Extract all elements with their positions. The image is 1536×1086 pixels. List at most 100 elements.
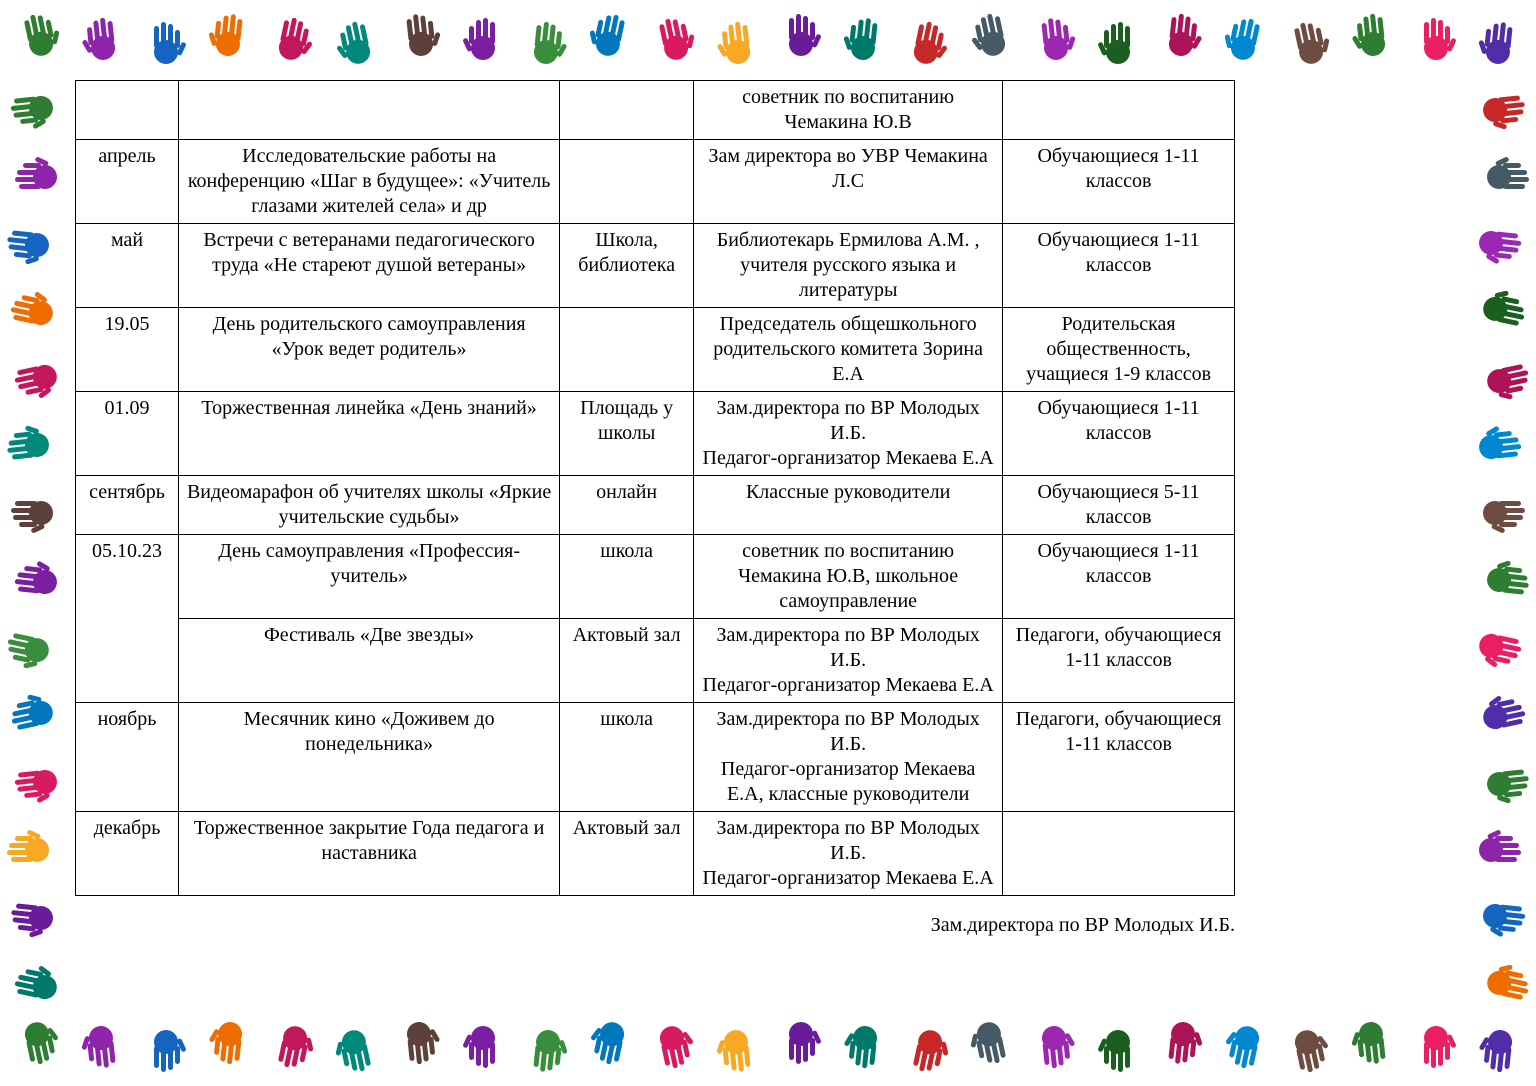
- handprint-icon: [399, 10, 441, 58]
- handprint-icon: [1415, 1024, 1457, 1072]
- table-cell: Педагоги, обучающиеся 1-11 классов: [1003, 619, 1235, 703]
- handprint-icon: [10, 893, 52, 941]
- handprint-icon: [1097, 18, 1139, 66]
- table-cell: Фестиваль «Две звезды»: [179, 619, 560, 703]
- table-cell: Актовый зал: [560, 812, 694, 896]
- handprint-icon: [18, 10, 60, 58]
- handprint-icon: [14, 355, 56, 403]
- handprint-icon: [399, 1020, 441, 1068]
- handprint-icon: [10, 85, 52, 133]
- handprint-icon: [1224, 1024, 1266, 1072]
- handprint-icon: [1480, 826, 1522, 874]
- handprint-icon: [14, 557, 56, 605]
- handprint-icon: [1161, 10, 1203, 58]
- handprint-icon: [10, 691, 52, 739]
- table-cell: апрель: [76, 140, 179, 224]
- table-cell: советник по воспитанию Чемакина Ю.В: [694, 81, 1003, 140]
- handprint-icon: [653, 1024, 695, 1072]
- table-cell: школа: [560, 703, 694, 812]
- handprint-icon: [145, 1028, 187, 1076]
- table-cell: Классные руководители: [694, 476, 1003, 535]
- handprint-icon: [1488, 759, 1530, 807]
- handprint-icon: [14, 961, 56, 1009]
- handprint-icon: [1478, 1028, 1520, 1076]
- table-cell: Актовый зал: [560, 619, 694, 703]
- signature-line: Зам.директора по ВР Молодых И.Б.: [75, 914, 1235, 937]
- table-cell: Обучающиеся 1-11 классов: [1003, 392, 1235, 476]
- handprint-icon: [1034, 14, 1076, 62]
- table-row: майВстречи с ветеранами педагогического …: [76, 224, 1235, 308]
- table-cell: [560, 140, 694, 224]
- table-cell: школа: [560, 535, 694, 619]
- handprint-icon: [18, 1020, 60, 1068]
- table-cell: ноябрь: [76, 703, 179, 812]
- table-cell: [76, 81, 179, 140]
- table-cell: Месячник кино «Доживем до понедельника»: [179, 703, 560, 812]
- handprint-icon: [208, 10, 250, 58]
- handprint-icon: [1480, 624, 1522, 672]
- table-cell: Исследовательские работы на конференцию …: [179, 140, 560, 224]
- table-cell: День родительского самоуправления «Урок …: [179, 308, 560, 392]
- table-cell: 19.05: [76, 308, 179, 392]
- handprint-icon: [780, 1020, 822, 1068]
- handprint-icon: [780, 10, 822, 58]
- handprint-icon: [1288, 18, 1330, 66]
- table-cell: май: [76, 224, 179, 308]
- table-cell: 05.10.23: [76, 535, 179, 703]
- table-cell: Зам.директора по ВР Молодых И.Б.Педагог-…: [694, 392, 1003, 476]
- handprint-icon: [907, 18, 949, 66]
- handprint-icon: [10, 489, 52, 537]
- handprint-icon: [6, 624, 48, 672]
- handprint-icon: [1484, 489, 1526, 537]
- table-cell: Зам.директора по ВР Молодых И.Б.Педагог-…: [694, 703, 1003, 812]
- table-row: апрельИсследовательские работы на конфер…: [76, 140, 1235, 224]
- handprint-icon: [1484, 287, 1526, 335]
- table-cell: [179, 81, 560, 140]
- table-row: декабрьТоржественное закрытие Года педаг…: [76, 812, 1235, 896]
- handprint-icon: [526, 18, 568, 66]
- handprint-icon: [1484, 691, 1526, 739]
- table-cell: [1003, 812, 1235, 896]
- handprint-icon: [1484, 893, 1526, 941]
- handprint-icon: [1415, 14, 1457, 62]
- schedule-table: советник по воспитанию Чемакина Ю.Вапрел…: [75, 80, 1235, 896]
- handprint-icon: [716, 1028, 758, 1076]
- handprint-icon: [6, 422, 48, 470]
- table-cell: [1003, 81, 1235, 140]
- table-row: Фестиваль «Две звезды»Актовый залЗам.дир…: [76, 619, 1235, 703]
- table-cell: Обучающиеся 1-11 классов: [1003, 224, 1235, 308]
- handprint-icon: [335, 18, 377, 66]
- handprint-icon: [589, 10, 631, 58]
- handprint-icon: [907, 1028, 949, 1076]
- table-row: 01.09Торжественная линейка «День знаний»…: [76, 392, 1235, 476]
- table-cell: Обучающиеся 5-11 классов: [1003, 476, 1235, 535]
- page-content: советник по воспитанию Чемакина Ю.Вапрел…: [75, 80, 1461, 937]
- handprint-icon: [81, 1024, 123, 1072]
- handprint-icon: [1478, 18, 1520, 66]
- table-cell: Библиотекарь Ермилова А.М. , учителя рус…: [694, 224, 1003, 308]
- table-cell: Зам.директора по ВР Молодых И.Б.Педагог-…: [694, 619, 1003, 703]
- table-row: советник по воспитанию Чемакина Ю.В: [76, 81, 1235, 140]
- handprint-icon: [970, 1020, 1012, 1068]
- table-cell: День самоуправления «Профессия-учитель»: [179, 535, 560, 619]
- handprint-icon: [10, 287, 52, 335]
- table-cell: Встречи с ветеранами педагогического тру…: [179, 224, 560, 308]
- table-cell: Зам.директора по ВР Молодых И.Б.Педагог-…: [694, 812, 1003, 896]
- table-cell: Площадь у школы: [560, 392, 694, 476]
- table-cell: [560, 308, 694, 392]
- table-cell: Школа, библиотека: [560, 224, 694, 308]
- table-row: 05.10.23День самоуправления «Профессия-у…: [76, 535, 1235, 619]
- table-cell: советник по воспитанию Чемакина Ю.В, шко…: [694, 535, 1003, 619]
- table-row: сентябрьВидеомарафон об учителях школы «…: [76, 476, 1235, 535]
- handprint-icon: [1288, 1028, 1330, 1076]
- handprint-icon: [6, 826, 48, 874]
- handprint-icon: [843, 1024, 885, 1072]
- handprint-icon: [81, 14, 123, 62]
- handprint-icon: [1351, 10, 1393, 58]
- handprint-icon: [1034, 1024, 1076, 1072]
- handprint-icon: [1484, 85, 1526, 133]
- handprint-icon: [14, 153, 56, 201]
- handprint-icon: [1097, 1028, 1139, 1076]
- handprint-icon: [1224, 14, 1266, 62]
- table-cell: Зам директора во УВР Чемакина Л.С: [694, 140, 1003, 224]
